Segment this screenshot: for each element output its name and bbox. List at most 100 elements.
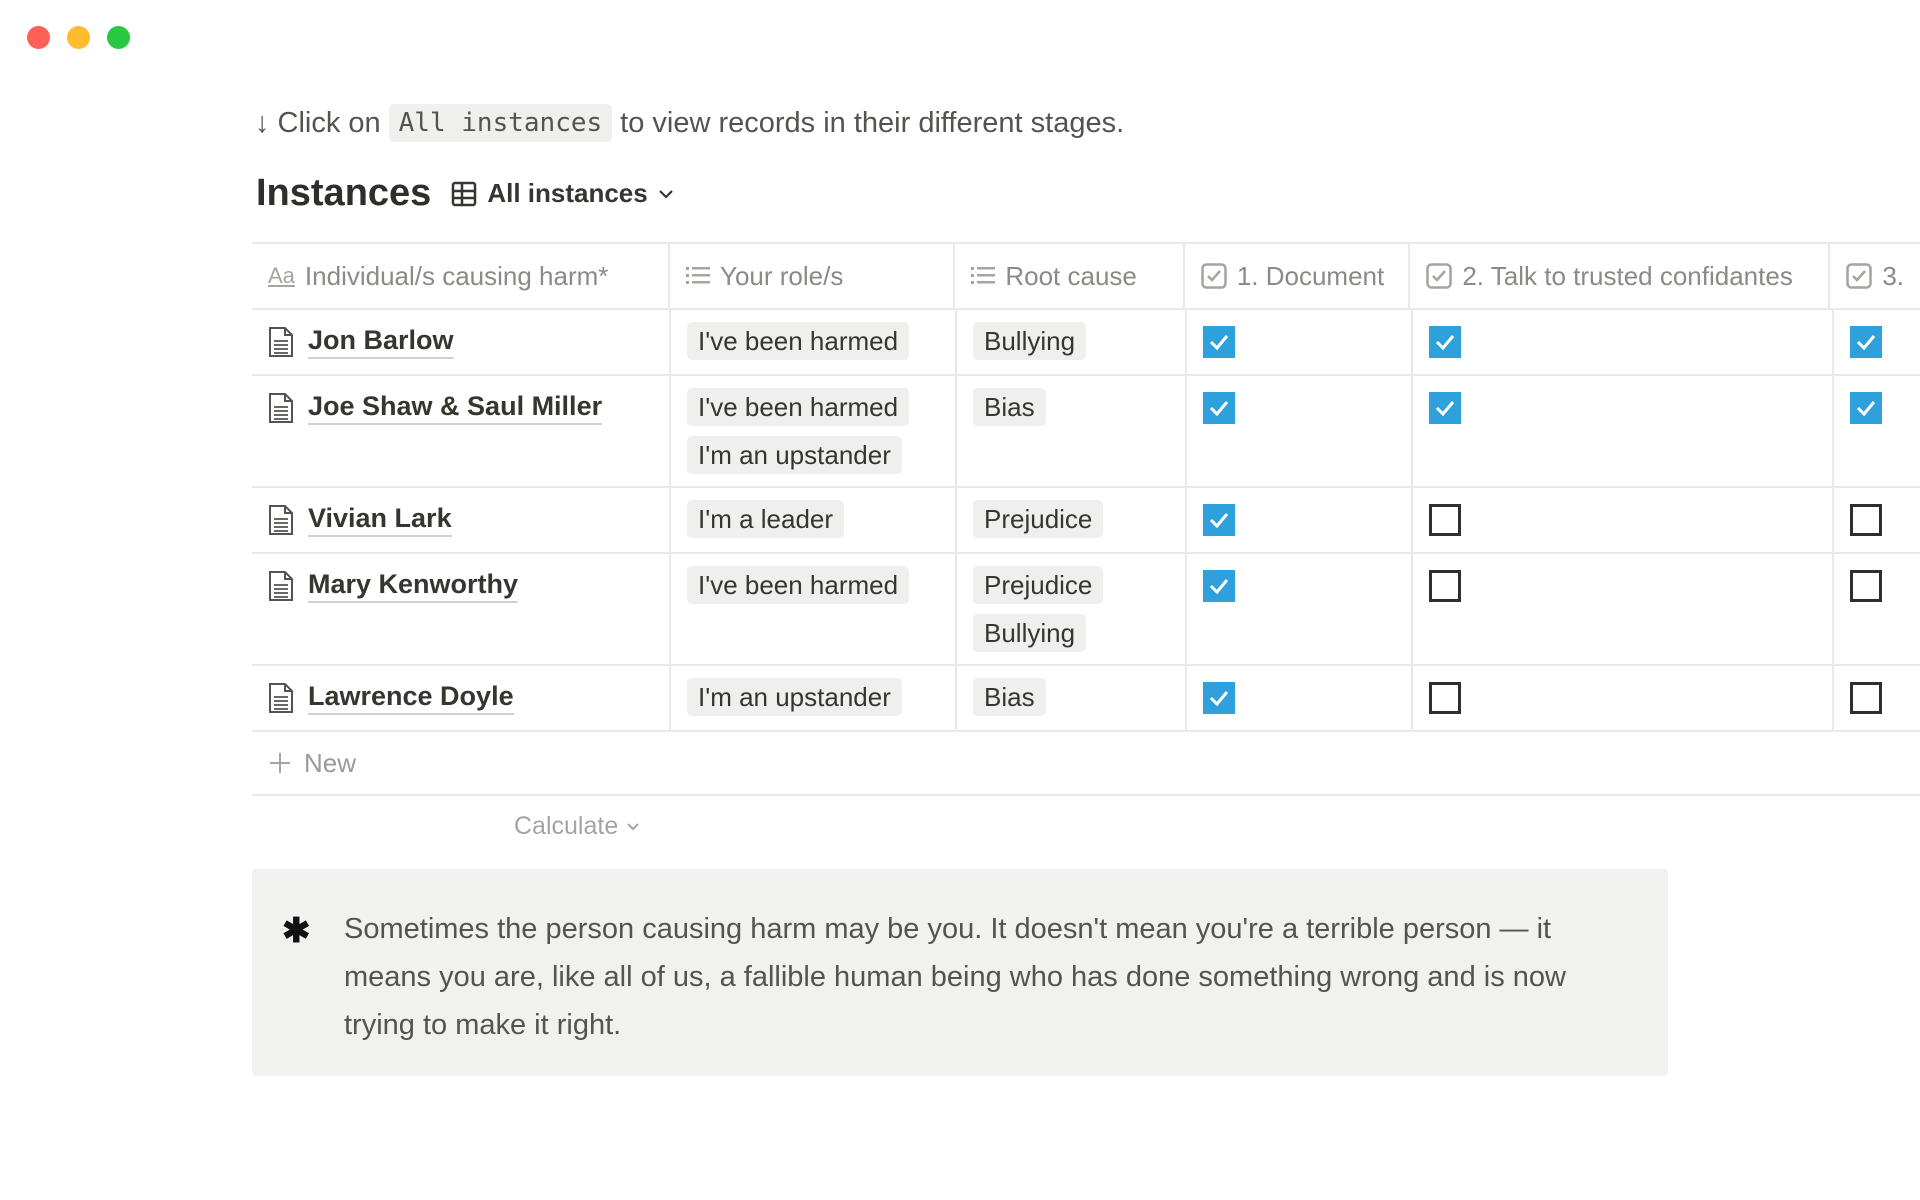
role-tag: I've been harmed <box>687 388 910 426</box>
arrow-down-icon: ↓ <box>255 106 270 139</box>
step-cell <box>1834 376 1920 486</box>
role-tag: I'm an upstander <box>687 678 902 716</box>
step-cell <box>1834 488 1920 552</box>
table-row[interactable]: Jon Barlow I've been harmed Bullying <box>252 310 1920 376</box>
page-icon <box>269 571 293 601</box>
list-icon <box>971 267 996 284</box>
page-icon <box>269 505 293 535</box>
inline-code: All instances <box>388 104 613 142</box>
checked-checkbox[interactable] <box>1850 326 1882 358</box>
view-selector[interactable]: All instances <box>451 178 673 209</box>
minimize-window-button[interactable] <box>67 26 90 49</box>
checked-checkbox[interactable] <box>1429 326 1461 358</box>
checked-checkbox[interactable] <box>1203 570 1235 602</box>
root-cause-cell[interactable]: Prejudice Bullying <box>957 554 1187 664</box>
step-cell <box>1413 666 1834 730</box>
step-cell <box>1187 554 1413 664</box>
chevron-down-icon <box>658 189 673 199</box>
column-header-label: Root cause <box>1005 260 1137 291</box>
name-cell[interactable]: Lawrence Doyle <box>252 666 671 730</box>
column-header[interactable]: 1. Document <box>1185 244 1411 308</box>
unchecked-checkbox[interactable] <box>1429 570 1461 602</box>
record-name[interactable]: Jon Barlow <box>308 325 454 359</box>
root-cause-cell[interactable]: Bias <box>957 376 1187 486</box>
page-icon <box>269 327 293 357</box>
name-cell[interactable]: Mary Kenworthy <box>252 554 671 664</box>
unchecked-checkbox[interactable] <box>1850 682 1882 714</box>
view-label: All instances <box>487 178 648 208</box>
role-tag: I'm an upstander <box>687 436 902 474</box>
record-name[interactable]: Lawrence Doyle <box>308 681 514 715</box>
column-header-label: Individual/s causing harm* <box>304 260 609 291</box>
list-icon <box>686 267 710 284</box>
record-name[interactable]: Joe Shaw & Saul Miller <box>308 391 603 425</box>
column-header-label: 2. Talk to trusted confidantes <box>1462 260 1793 291</box>
table-row[interactable]: Lawrence Doyle I'm an upstander Bias <box>252 666 1920 732</box>
role-tag: I've been harmed <box>687 566 910 604</box>
checkbox-icon <box>1201 263 1227 289</box>
close-window-button[interactable] <box>27 26 50 49</box>
instances-table: Aa Individual/s causing harm* Your role/s R… <box>252 242 1920 732</box>
root-cause-tag: Bias <box>973 678 1046 716</box>
checked-checkbox[interactable] <box>1203 392 1235 424</box>
step-cell <box>1834 310 1920 374</box>
column-header-label: Your role/s <box>720 260 844 291</box>
column-header[interactable]: 3. <box>1830 244 1920 308</box>
unchecked-checkbox[interactable] <box>1429 504 1461 536</box>
callout-text: Sometimes the person causing harm may be… <box>344 913 1566 1041</box>
checkbox-icon <box>1426 263 1453 289</box>
root-cause-cell[interactable]: Bullying <box>957 310 1187 374</box>
name-cell[interactable]: Vivian Lark <box>252 488 671 552</box>
text-property-icon: Aa <box>268 263 295 288</box>
column-header[interactable]: Aa Individual/s causing harm* <box>252 244 670 308</box>
step-cell <box>1413 310 1834 374</box>
role-tag: I'm a leader <box>687 500 845 538</box>
step-cell <box>1834 666 1920 730</box>
callout: ✱ Sometimes the person causing harm may … <box>252 869 1668 1076</box>
calculate-dropdown[interactable]: Calculate <box>514 812 640 841</box>
table-row[interactable]: Mary Kenworthy I've been harmed Prejudice B… <box>252 554 1920 666</box>
column-header-label: 1. Document <box>1236 260 1385 291</box>
plus-icon <box>270 753 290 773</box>
step-cell <box>1413 488 1834 552</box>
header-row: Aa Individual/s causing harm* Your role/s R… <box>252 244 1920 310</box>
roles-cell[interactable]: I've been harmed I'm an upstander <box>671 376 957 486</box>
record-name[interactable]: Vivian Lark <box>308 503 452 537</box>
asterisk-icon: ✱ <box>282 912 311 950</box>
unchecked-checkbox[interactable] <box>1850 570 1882 602</box>
roles-cell[interactable]: I've been harmed <box>671 554 957 664</box>
roles-cell[interactable]: I'm an upstander <box>671 666 957 730</box>
role-tag: I've been harmed <box>687 322 910 360</box>
page-icon <box>269 683 293 713</box>
checked-checkbox[interactable] <box>1429 392 1461 424</box>
checked-checkbox[interactable] <box>1850 392 1882 424</box>
record-name[interactable]: Mary Kenworthy <box>308 569 519 603</box>
checked-checkbox[interactable] <box>1203 504 1235 536</box>
instruction-text: ↓ Click on All instances to view records… <box>255 104 1124 142</box>
column-header[interactable]: Root cause <box>955 244 1185 308</box>
name-cell[interactable]: Jon Barlow <box>252 310 671 374</box>
table-row[interactable]: Vivian Lark I'm a leader Prejudice <box>252 488 1920 554</box>
root-cause-tag: Prejudice <box>973 566 1104 604</box>
checked-checkbox[interactable] <box>1203 326 1235 358</box>
roles-cell[interactable]: I've been harmed <box>671 310 957 374</box>
root-cause-cell[interactable]: Prejudice <box>957 488 1187 552</box>
column-header-label: 3. <box>1882 260 1904 291</box>
unchecked-checkbox[interactable] <box>1429 682 1461 714</box>
checked-checkbox[interactable] <box>1203 682 1235 714</box>
new-row-button[interactable]: New <box>252 732 1920 796</box>
name-cell[interactable]: Joe Shaw & Saul Miller <box>252 376 671 486</box>
root-cause-cell[interactable]: Bias <box>957 666 1187 730</box>
unchecked-checkbox[interactable] <box>1850 504 1882 536</box>
root-cause-tag: Bullying <box>973 614 1087 652</box>
table-row[interactable]: Joe Shaw & Saul Miller I've been harmed I'… <box>252 376 1920 488</box>
database-title[interactable]: Instances <box>256 172 432 214</box>
column-header[interactable]: Your role/s <box>670 244 956 308</box>
column-header[interactable]: 2. Talk to trusted confidantes <box>1410 244 1831 308</box>
roles-cell[interactable]: I'm a leader <box>671 488 957 552</box>
table-icon <box>452 181 477 206</box>
step-cell <box>1187 666 1413 730</box>
step-cell <box>1413 376 1834 486</box>
maximize-window-button[interactable] <box>107 26 130 49</box>
checkbox-icon <box>1846 263 1873 289</box>
